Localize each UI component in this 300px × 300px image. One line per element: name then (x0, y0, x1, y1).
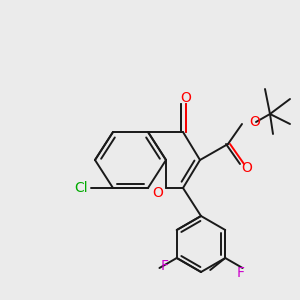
Text: F: F (237, 266, 244, 280)
Text: O: O (249, 115, 260, 129)
Text: F: F (160, 259, 168, 273)
Text: O: O (153, 186, 164, 200)
Text: Cl: Cl (74, 181, 88, 195)
Text: O: O (242, 161, 252, 175)
Text: O: O (180, 91, 191, 105)
